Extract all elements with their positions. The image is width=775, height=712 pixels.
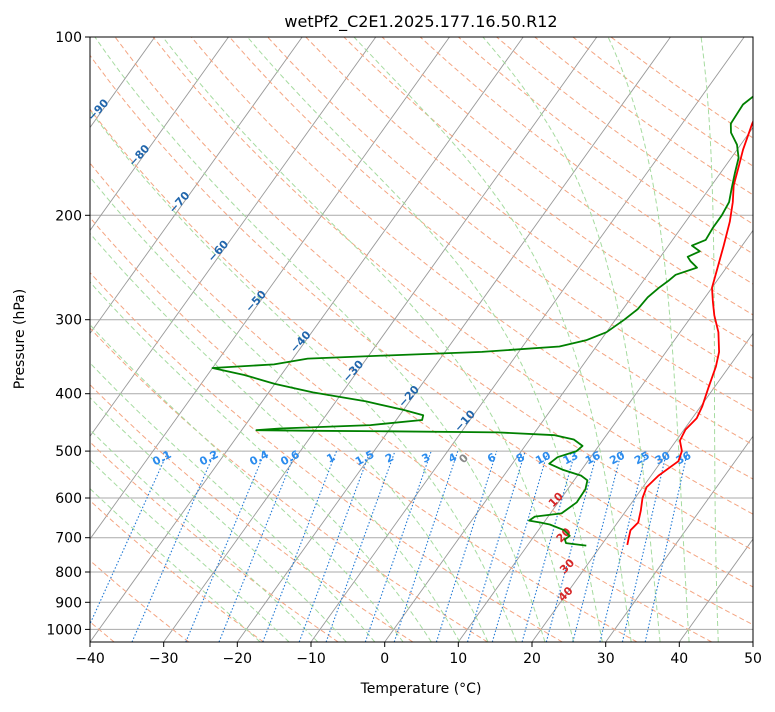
- chart-title: wetPf2_C2E1.2025.177.16.50.R12: [284, 12, 557, 32]
- y-tick-label: 700: [55, 531, 82, 547]
- x-tick-label: −10: [296, 651, 326, 667]
- x-tick-label: 10: [449, 651, 467, 667]
- y-tick-label: 600: [55, 491, 82, 507]
- y-tick-label: 500: [55, 444, 82, 460]
- y-tick-label: 1000: [46, 622, 82, 638]
- x-tick-label: 0: [380, 651, 389, 667]
- y-tick-label: 800: [55, 565, 82, 581]
- y-tick-label: 400: [55, 387, 82, 403]
- y-tick-label: 100: [55, 30, 82, 46]
- x-tick-label: 40: [670, 651, 688, 667]
- x-tick-label: −30: [149, 651, 179, 667]
- y-axis-label: Pressure (hPa): [12, 289, 28, 389]
- x-tick-label: −20: [223, 651, 253, 667]
- x-axis-label: Temperature (°C): [360, 681, 482, 697]
- y-tick-label: 200: [55, 208, 82, 224]
- y-tick-label: 900: [55, 595, 82, 611]
- x-tick-label: −40: [75, 651, 105, 667]
- y-tick-label: 300: [55, 313, 82, 329]
- x-tick-label: 50: [744, 651, 762, 667]
- x-tick-label: 30: [597, 651, 615, 667]
- x-tick-label: 20: [523, 651, 541, 667]
